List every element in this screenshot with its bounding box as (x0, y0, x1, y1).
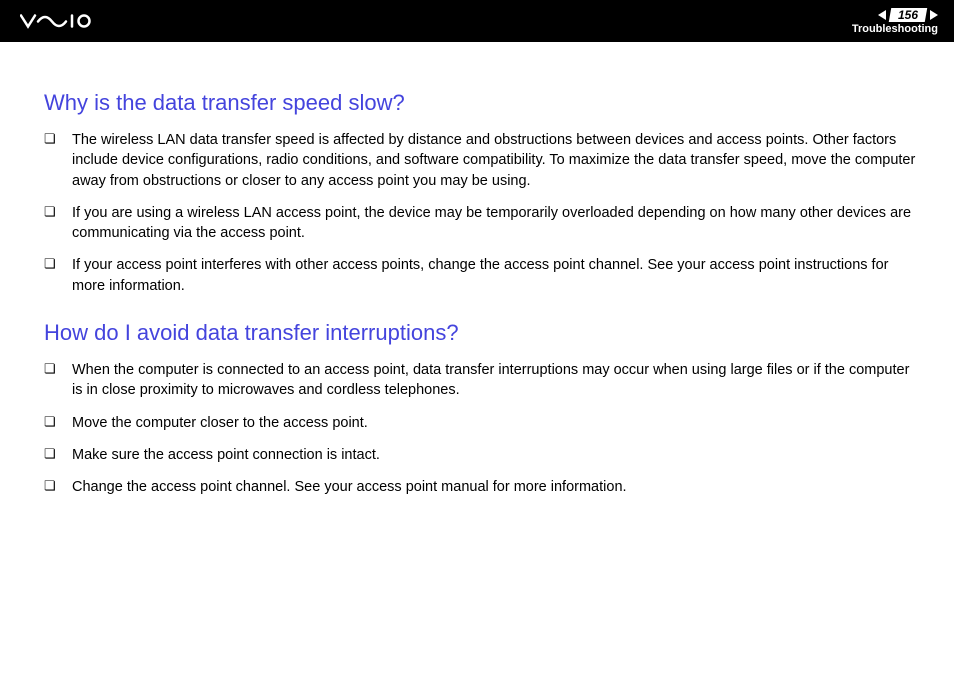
list-item: Make sure the access point connection is… (64, 445, 922, 465)
bullet-list: The wireless LAN data transfer speed is … (44, 130, 922, 296)
page-header: 156 Troubleshooting (0, 0, 954, 42)
bullet-list: When the computer is connected to an acc… (44, 360, 922, 497)
next-page-arrow-icon[interactable] (930, 10, 938, 20)
page-content: Why is the data transfer speed slow? The… (0, 42, 954, 498)
list-item: Change the access point channel. See you… (64, 477, 922, 497)
section-heading: Why is the data transfer speed slow? (44, 90, 922, 116)
list-item: If you are using a wireless LAN access p… (64, 203, 922, 244)
header-meta: 156 Troubleshooting (852, 8, 938, 35)
page-nav: 156 (878, 8, 938, 22)
section-label: Troubleshooting (852, 23, 938, 35)
list-item: Move the computer closer to the access p… (64, 413, 922, 433)
page-number: 156 (898, 8, 918, 22)
list-item: The wireless LAN data transfer speed is … (64, 130, 922, 191)
vaio-logo (20, 12, 110, 30)
list-item: When the computer is connected to an acc… (64, 360, 922, 401)
list-item: If your access point interferes with oth… (64, 255, 922, 296)
page-number-badge: 156 (889, 8, 927, 22)
prev-page-arrow-icon[interactable] (878, 10, 886, 20)
section-heading: How do I avoid data transfer interruptio… (44, 320, 922, 346)
